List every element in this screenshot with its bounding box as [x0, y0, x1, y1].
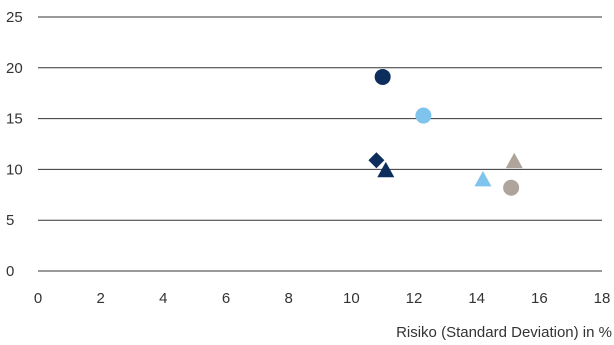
data-point-diamond-3 [368, 152, 385, 169]
data-point-triangle-6 [474, 171, 492, 187]
y-tick-label: 25 [6, 9, 23, 26]
y-tick-label: 5 [6, 212, 14, 229]
x-axis-ticks: 0 2 4 6 8 10 12 14 16 18 [34, 290, 611, 307]
data-point-circle-7 [503, 179, 520, 196]
x-tick-label: 18 [594, 290, 611, 307]
data-point-circle-2 [415, 107, 432, 124]
y-tick-label: 0 [6, 263, 14, 280]
x-tick-label: 2 [96, 290, 104, 307]
data-point-triangle-5 [505, 152, 523, 169]
x-tick-label: 6 [222, 290, 230, 307]
gridlines [38, 16, 602, 272]
x-tick-label: 12 [406, 290, 423, 307]
x-tick-label: 8 [284, 290, 292, 307]
x-tick-label: 16 [531, 290, 548, 307]
x-axis-label: Risiko (Standard Deviation) in % [396, 324, 612, 341]
y-tick-label: 15 [6, 111, 23, 128]
data-point-circle-1 [374, 68, 391, 85]
y-axis-ticks: 0 5 10 15 20 25 [6, 9, 23, 280]
data-point-triangle-4 [377, 161, 395, 178]
data-points [368, 68, 523, 196]
x-tick-label: 14 [468, 290, 485, 307]
x-tick-label: 0 [34, 290, 42, 307]
y-tick-label: 10 [6, 161, 23, 178]
y-tick-label: 20 [6, 60, 23, 77]
x-tick-label: 4 [159, 290, 167, 307]
x-tick-label: 10 [343, 290, 360, 307]
